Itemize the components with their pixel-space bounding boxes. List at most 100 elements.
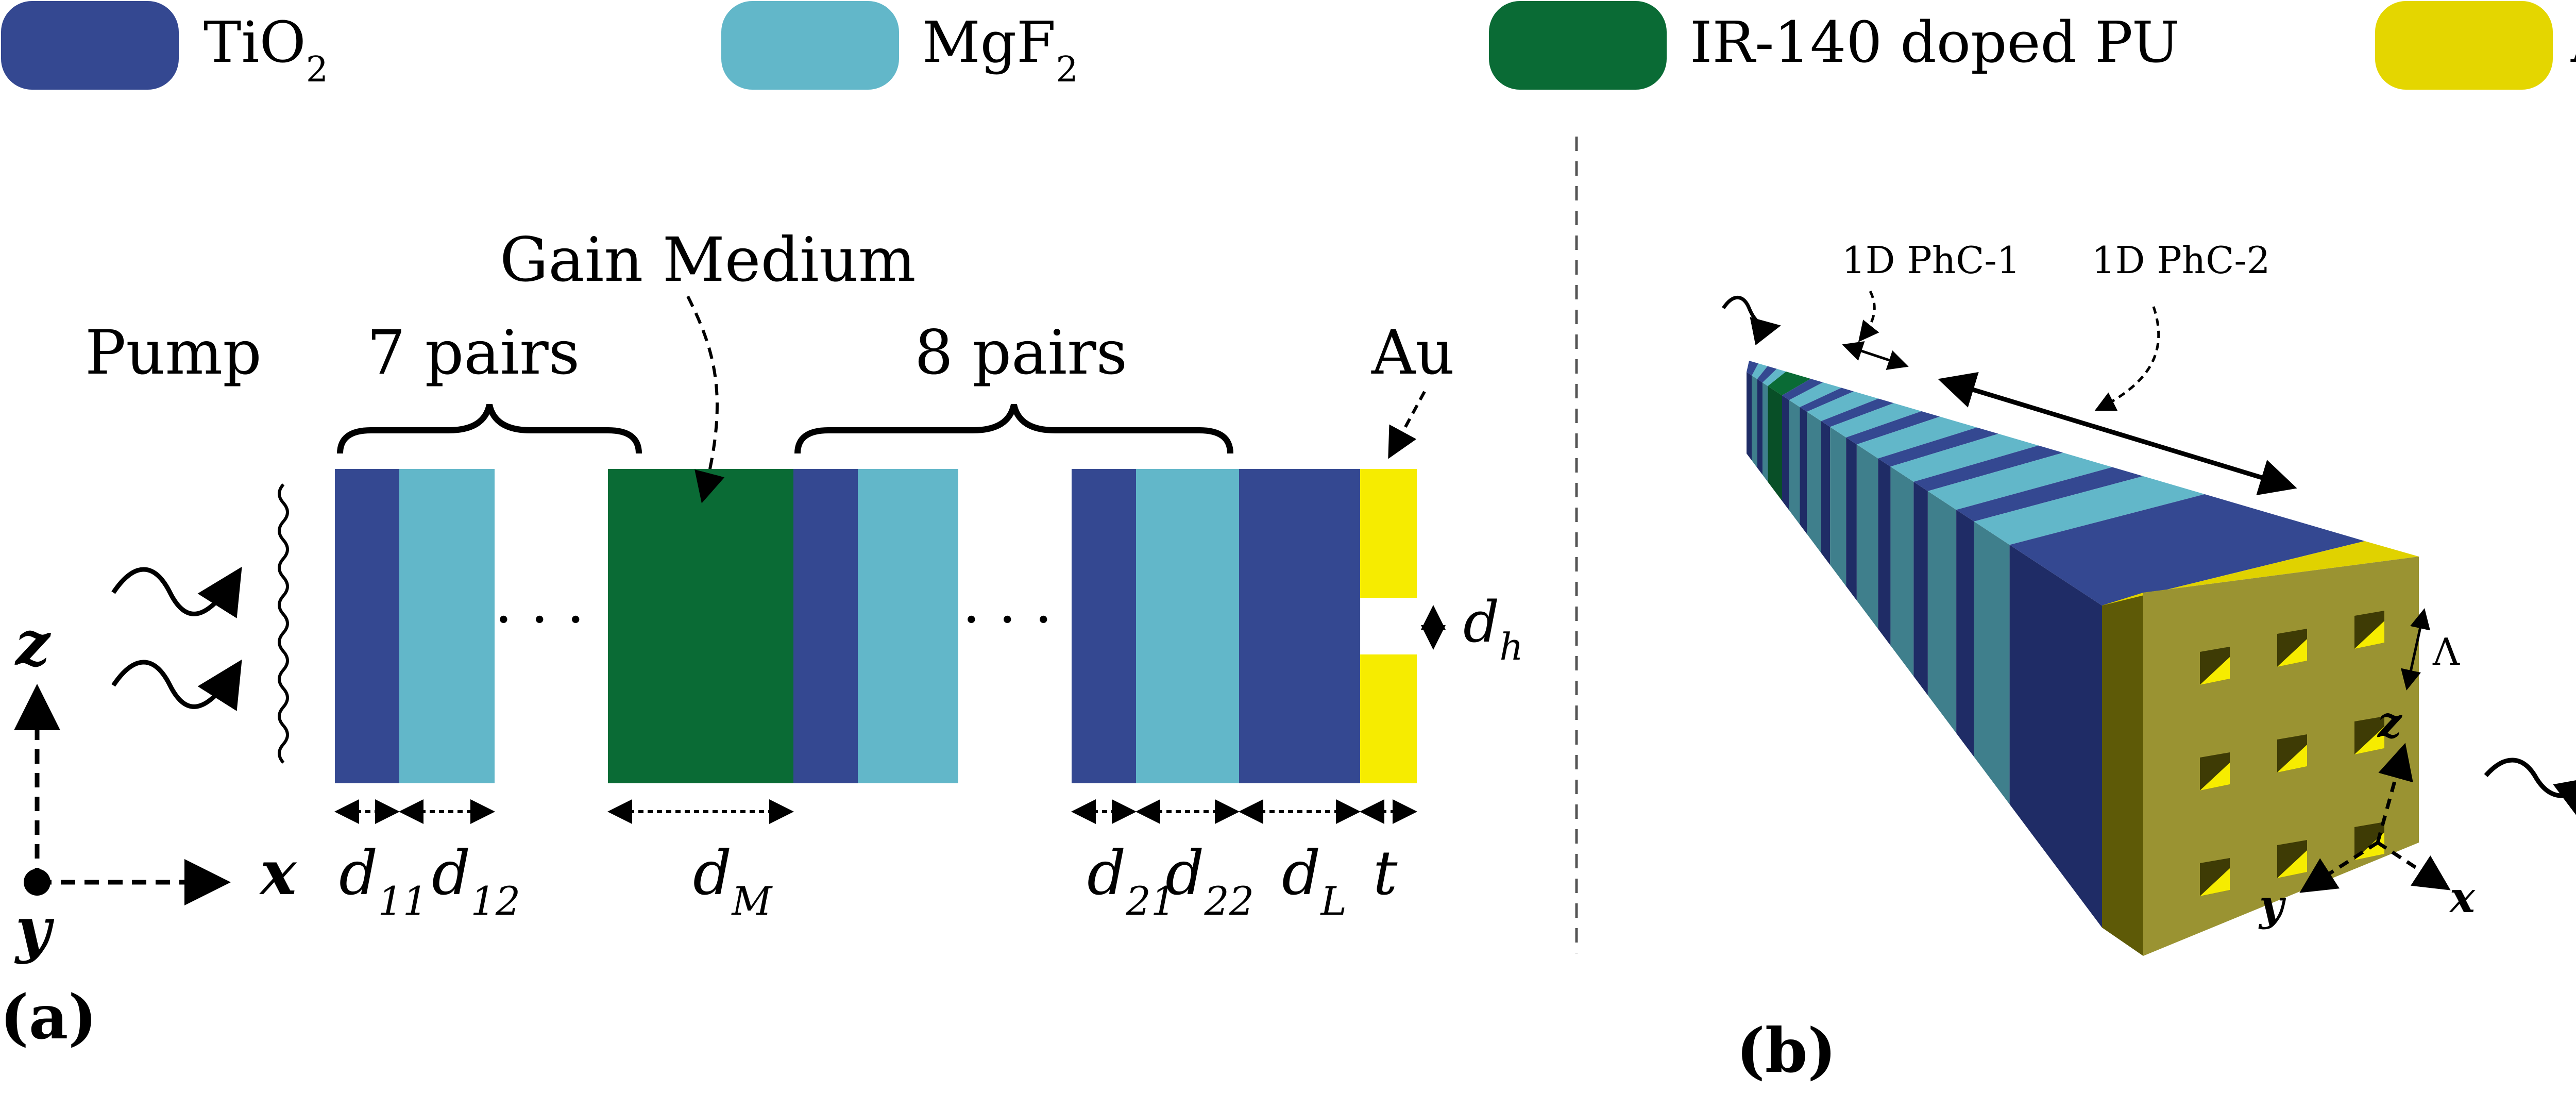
phc1-span xyxy=(1842,341,1909,370)
panel-b: 1D PhC-1 1D PhC-2 Λ z x y (b) xyxy=(1722,239,2576,1086)
stripe-top-tio2-0 xyxy=(1747,361,1758,376)
stripe-top-tio2-7 xyxy=(1800,388,1854,412)
axes-b xyxy=(2299,743,2451,893)
au-hole-lit xyxy=(2354,727,2384,754)
label-lambda: Λ xyxy=(2432,630,2460,674)
legend-label-mgf2: MgF2 xyxy=(922,9,1078,90)
incident-surface-wavy xyxy=(278,483,289,764)
stripe-side-mgf2-10 xyxy=(1830,427,1846,586)
axis-label-y-b: y xyxy=(2258,881,2286,930)
brace-7-pairs xyxy=(337,403,642,454)
stripe-side-gain-4 xyxy=(1768,386,1782,501)
legend-label-tio2: TiO2 xyxy=(204,9,328,90)
stripe-side-tio2-15 xyxy=(1913,481,1928,696)
label-d12: d12 xyxy=(432,837,520,924)
stripe-side-mgf2-6 xyxy=(1789,400,1800,525)
label-t: t xyxy=(1373,837,1398,909)
axis-y-b xyxy=(2299,841,2379,893)
legend-item-mgf2: MgF2 xyxy=(721,1,1078,90)
stripe-side-mgf2-1 xyxy=(1752,375,1757,468)
stripe-top-gain-4 xyxy=(1768,372,1811,396)
legend-item-gain: IR-140 doped PU xyxy=(1489,1,2180,90)
au-hole-lit xyxy=(2354,621,2384,649)
panel-tag-b: (b) xyxy=(1736,1015,1836,1086)
stripe-side-tio2-7 xyxy=(1800,407,1807,534)
axis-label-y-a: y xyxy=(14,894,55,965)
au-side-face xyxy=(2102,593,2143,956)
label-phc2: 1D PhC-2 xyxy=(2092,239,2270,282)
label-dL: dL xyxy=(1282,837,1347,924)
au-hole-lit xyxy=(2277,639,2307,667)
layer-tio2-1 xyxy=(335,469,399,783)
stripe-side-tio2-2 xyxy=(1757,379,1763,475)
pump-arrow-2 xyxy=(111,659,242,711)
stripe-side-mgf2-14 xyxy=(1890,466,1914,677)
panel-tag-a: (a) xyxy=(0,981,97,1053)
layer-gain-medium xyxy=(608,469,793,783)
legend-label-au: Au xyxy=(2570,9,2576,75)
stripe-top-tio2-19 xyxy=(2009,494,2365,606)
legend: TiO2 MgF2 IR-140 doped PU Au xyxy=(1,1,2576,90)
axis-label-z-b: z xyxy=(2377,698,2402,747)
stripe-side-mgf2-18 xyxy=(1974,521,2010,804)
stripe-side-tio2-0 xyxy=(1747,372,1752,461)
panel-a: · · · · · · Pump 7 pairs 8 pairs Gain Me… xyxy=(0,224,1523,1053)
stripe-side-tio2-17 xyxy=(1956,510,1974,757)
legend-item-au: Au xyxy=(2375,1,2576,90)
layer-tio2-3 xyxy=(1072,469,1136,783)
stripe-side-tio2-5 xyxy=(1782,395,1789,511)
au-hole-lit xyxy=(2200,657,2230,685)
au-hole-lit xyxy=(2200,868,2230,896)
stripe-top-tio2-5 xyxy=(1782,379,1823,400)
stripe-side-mgf2-12 xyxy=(1856,444,1878,629)
pump-arrow-b xyxy=(1722,295,1781,346)
pump-arrow-1 xyxy=(111,566,242,618)
legend-swatch-mgf2 xyxy=(721,1,899,90)
stripe-top-mgf2-10 xyxy=(1830,403,1922,438)
brace-8-pairs xyxy=(794,403,1233,454)
stripe-side-mgf2-3 xyxy=(1762,382,1768,482)
stripe-side-tio2-11 xyxy=(1846,437,1857,601)
stripe-side-mgf2-16 xyxy=(1927,491,1957,733)
axis-label-x-b: x xyxy=(2449,873,2476,922)
stripe-top-mgf2-1 xyxy=(1752,363,1768,379)
emission-arrow xyxy=(2484,758,2576,822)
gain-medium-pointer xyxy=(686,295,725,503)
layer-tio2-2 xyxy=(793,469,858,783)
label-d11: d11 xyxy=(339,837,428,924)
label-dM: dM xyxy=(693,837,773,924)
phc2-pointer xyxy=(2094,306,2160,411)
axis-x-b xyxy=(2377,841,2451,890)
layer-tio2-last xyxy=(1239,469,1360,783)
axis-z-b xyxy=(2376,743,2413,843)
legend-swatch-au xyxy=(2375,1,2553,90)
pump-label: Pump xyxy=(85,317,262,388)
stripe-top-mgf2-3 xyxy=(1762,368,1786,386)
stripe-top-tio2-9 xyxy=(1821,398,1894,427)
phc2-span xyxy=(1938,372,2297,496)
layer-au-top xyxy=(1360,469,1417,598)
label-d22: d22 xyxy=(1165,837,1254,924)
stripe-top-mgf2-8 xyxy=(1807,391,1878,422)
stripe-top-tio2-2 xyxy=(1757,366,1777,383)
axis-label-x-a: x xyxy=(259,837,297,909)
stripe-side-tio2-13 xyxy=(1878,458,1891,646)
au-pointer xyxy=(1388,391,1426,459)
au-hole-lit xyxy=(2200,763,2230,791)
stripe-top-tio2-11 xyxy=(1846,411,1940,445)
legend-item-tio2: TiO2 xyxy=(1,1,328,90)
axes-a: z x y xyxy=(13,608,297,965)
layer-mgf2-2 xyxy=(858,469,958,783)
phc1-pointer xyxy=(1858,290,1879,342)
ellipsis-left: · · · xyxy=(495,586,585,652)
label-au: Au xyxy=(1371,317,1454,388)
label-8-pairs: 8 pairs xyxy=(914,317,1127,388)
ellipsis-right: · · · xyxy=(962,586,1053,652)
stripe-side-tio2-9 xyxy=(1821,421,1831,565)
legend-label-gain: IR-140 doped PU xyxy=(1690,9,2180,75)
lambda-arrow xyxy=(2400,608,2431,691)
stripe-side-tio2-19 xyxy=(2009,545,2102,928)
layer-mgf2-3 xyxy=(1136,469,1239,783)
axis-label-z-a: z xyxy=(14,608,52,679)
